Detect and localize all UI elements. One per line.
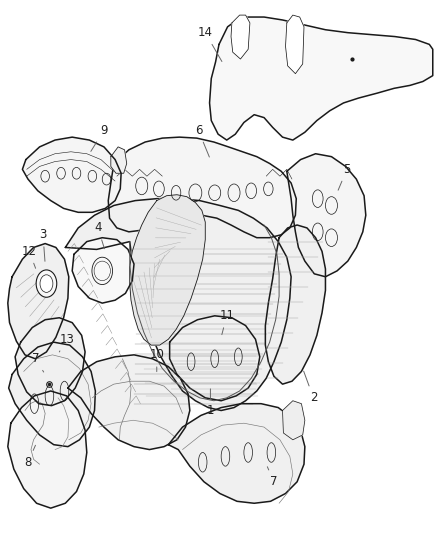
Polygon shape: [209, 17, 433, 140]
Polygon shape: [286, 15, 304, 74]
Polygon shape: [15, 318, 85, 406]
Polygon shape: [8, 391, 87, 508]
Polygon shape: [8, 244, 69, 359]
Text: 9: 9: [91, 124, 108, 151]
Text: 2: 2: [304, 371, 317, 405]
Polygon shape: [283, 401, 305, 440]
Text: 13: 13: [59, 333, 74, 352]
Polygon shape: [168, 403, 305, 503]
Polygon shape: [65, 199, 291, 410]
Polygon shape: [287, 154, 366, 277]
Polygon shape: [108, 137, 296, 238]
Ellipse shape: [40, 275, 53, 293]
Text: 11: 11: [219, 309, 234, 335]
Text: 4: 4: [94, 221, 104, 249]
Text: 10: 10: [149, 349, 164, 372]
Text: 7: 7: [267, 467, 278, 488]
Text: 7: 7: [32, 352, 44, 372]
Polygon shape: [130, 195, 205, 345]
Text: 6: 6: [194, 124, 209, 157]
Text: 12: 12: [22, 245, 37, 268]
Text: 14: 14: [198, 26, 222, 61]
Polygon shape: [22, 137, 121, 212]
Text: 3: 3: [39, 228, 47, 261]
Polygon shape: [265, 225, 325, 384]
Polygon shape: [9, 342, 95, 447]
Polygon shape: [68, 355, 190, 449]
Text: 1: 1: [207, 389, 214, 417]
Polygon shape: [170, 316, 260, 401]
Polygon shape: [72, 238, 134, 303]
Text: 5: 5: [338, 163, 350, 190]
Text: 8: 8: [24, 445, 35, 469]
Polygon shape: [111, 147, 127, 173]
Polygon shape: [231, 15, 250, 59]
Ellipse shape: [36, 270, 57, 297]
